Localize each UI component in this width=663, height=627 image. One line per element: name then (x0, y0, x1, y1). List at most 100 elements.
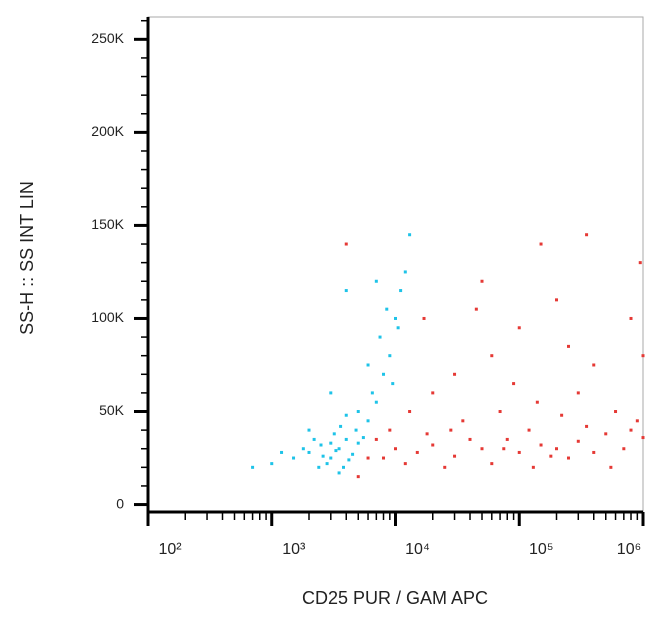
point (527, 428, 531, 432)
y-tick-label: 0 (116, 495, 124, 511)
point (474, 307, 478, 311)
point (332, 432, 336, 436)
point (641, 354, 645, 358)
point (431, 443, 435, 447)
point (366, 419, 370, 423)
point (325, 462, 329, 466)
point (443, 465, 447, 469)
point (270, 462, 274, 466)
point (592, 363, 596, 367)
point (461, 419, 465, 423)
point (449, 428, 453, 432)
point (399, 289, 403, 293)
y-tick-label: 50K (99, 402, 125, 418)
point (560, 413, 564, 417)
point (366, 363, 370, 367)
point (535, 400, 539, 404)
point (329, 456, 333, 460)
point (394, 316, 397, 320)
point (609, 465, 613, 469)
x-tick-label: 10⁴ (405, 541, 430, 558)
point (344, 413, 348, 417)
point (388, 428, 392, 432)
point (505, 437, 509, 441)
point (539, 242, 543, 246)
point (555, 447, 559, 451)
point (339, 424, 343, 428)
point (408, 233, 412, 237)
point (388, 354, 392, 358)
point (280, 450, 284, 454)
point (604, 432, 608, 436)
point (490, 354, 494, 358)
point (301, 447, 305, 451)
point (585, 233, 589, 237)
point (321, 454, 325, 458)
y-tick-label: 150K (91, 216, 124, 232)
y-tick-label: 200K (91, 123, 124, 139)
point (576, 391, 580, 395)
point (344, 289, 348, 293)
point (356, 410, 360, 414)
point (329, 391, 333, 395)
point (307, 450, 311, 454)
point (344, 437, 348, 441)
x-tick-label: 10⁶ (617, 541, 641, 558)
point (344, 242, 348, 246)
x-tick-label: 10² (158, 541, 182, 558)
point (539, 443, 543, 447)
point (337, 471, 341, 475)
point (641, 436, 645, 440)
point (370, 391, 374, 395)
point (366, 456, 370, 460)
y-tick-label: 250K (91, 30, 124, 46)
point (512, 382, 516, 386)
point (502, 447, 506, 451)
point (614, 410, 618, 414)
point (391, 382, 395, 386)
point (382, 372, 386, 376)
point (312, 437, 316, 441)
point (317, 465, 321, 469)
point (329, 441, 333, 445)
point (354, 428, 358, 432)
point (531, 465, 535, 469)
point (396, 326, 400, 330)
point (251, 465, 255, 469)
point (337, 447, 341, 451)
point (425, 432, 429, 436)
point (549, 454, 553, 458)
point (374, 400, 378, 404)
point (361, 436, 365, 440)
point (592, 450, 596, 454)
point (468, 437, 472, 441)
point (576, 439, 580, 443)
point (635, 419, 639, 423)
point (585, 424, 589, 428)
point (351, 452, 355, 456)
point (422, 316, 426, 320)
point (378, 335, 382, 339)
point (403, 462, 407, 466)
point (638, 261, 642, 265)
point (356, 441, 360, 445)
point (480, 447, 484, 451)
point (415, 450, 419, 454)
x-axis-label: CD25 PUR / GAM APC (302, 588, 488, 608)
point (490, 462, 494, 466)
y-tick-label: 100K (91, 309, 124, 325)
point (566, 456, 570, 460)
point (431, 391, 435, 395)
point (517, 326, 521, 330)
plot-frame (147, 16, 644, 513)
point (453, 372, 457, 376)
point (334, 449, 338, 453)
point (622, 447, 626, 451)
point (341, 465, 345, 469)
point (629, 428, 633, 432)
point (292, 456, 296, 460)
point (307, 428, 311, 432)
point (394, 447, 397, 451)
point (347, 458, 351, 462)
